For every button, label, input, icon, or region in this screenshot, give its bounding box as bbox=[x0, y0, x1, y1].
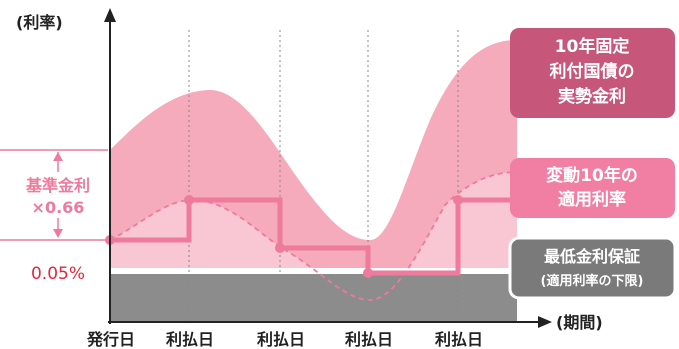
theoretical-rate-curve bbox=[109, 171, 518, 301]
callout-fixed-line1: 10年固定 bbox=[555, 36, 630, 57]
y-axis-label: (利率) bbox=[16, 13, 63, 32]
floor-divider bbox=[110, 268, 517, 274]
x-axis bbox=[108, 316, 552, 328]
y-axis bbox=[104, 8, 116, 324]
floor-band bbox=[110, 274, 517, 322]
callout-floor: 最低金利保証 (適用利率の下限) bbox=[508, 236, 677, 300]
callout-floor-line2: (適用利率の下限) bbox=[541, 273, 644, 289]
x-tick-payment-2: 利払日 bbox=[257, 330, 305, 349]
minimum-rate-label: 0.05% bbox=[31, 264, 85, 284]
callout-floating-line2: 適用利率 bbox=[558, 189, 626, 210]
callout-floating: 変動10年の 適用利率 bbox=[510, 158, 675, 218]
callout-fixed-line3: 実勢金利 bbox=[558, 86, 626, 107]
kijun-label-line1: 基準金利 bbox=[25, 176, 90, 195]
kijun-label-line2: ×0.66 bbox=[32, 198, 85, 217]
kijun-arrow-up bbox=[53, 152, 63, 161]
callout-fixed: 10年固定 利付国債の 実勢金利 bbox=[510, 28, 675, 118]
x-tick-payment-3: 利払日 bbox=[345, 330, 393, 349]
period-lines bbox=[188, 30, 459, 322]
kijun-arrow-down bbox=[53, 229, 63, 238]
kijun-bracket bbox=[0, 149, 108, 241]
x-tick-labels: 発行日 利払日 利払日 利払日 利払日 bbox=[86, 330, 483, 349]
x-axis-label: (期間) bbox=[556, 313, 603, 332]
callout-floor-line1: 最低金利保証 bbox=[544, 247, 640, 266]
callout-fixed-line2: 利付国債の bbox=[550, 61, 635, 82]
x-tick-issue-date: 発行日 bbox=[86, 330, 135, 349]
x-tick-payment-1: 利払日 bbox=[166, 330, 214, 349]
applied-rate-step-line bbox=[110, 197, 517, 276]
x-tick-payment-4: 利払日 bbox=[435, 330, 483, 349]
callout-floating-line1: 変動10年の bbox=[546, 165, 638, 186]
